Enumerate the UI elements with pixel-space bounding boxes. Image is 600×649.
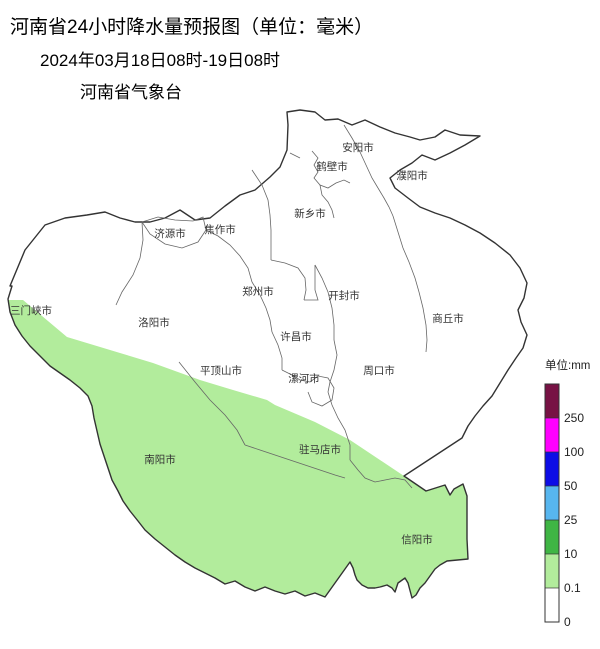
svg-text:鹤壁市: 鹤壁市 [316, 160, 348, 173]
svg-text:单位:mm: 单位:mm [545, 358, 590, 372]
svg-text:250: 250 [564, 411, 584, 425]
svg-text:0: 0 [564, 615, 571, 629]
svg-text:焦作市: 焦作市 [204, 223, 236, 236]
svg-text:驻马店市: 驻马店市 [299, 443, 341, 456]
svg-text:南阳市: 南阳市 [144, 453, 176, 466]
svg-text:50: 50 [564, 479, 578, 493]
svg-text:商丘市: 商丘市 [432, 312, 464, 325]
svg-text:洛阳市: 洛阳市 [138, 316, 170, 329]
svg-text:三门峡市: 三门峡市 [10, 304, 52, 317]
svg-text:濮阳市: 濮阳市 [396, 169, 428, 182]
svg-text:郑州市: 郑州市 [242, 285, 274, 298]
svg-text:许昌市: 许昌市 [280, 330, 312, 343]
svg-text:漯河市: 漯河市 [288, 372, 320, 385]
svg-text:100: 100 [564, 445, 584, 459]
svg-text:平顶山市: 平顶山市 [200, 364, 242, 377]
svg-text:25: 25 [564, 513, 578, 527]
svg-text:安阳市: 安阳市 [342, 141, 374, 154]
svg-text:10: 10 [564, 547, 578, 561]
svg-text:0.1: 0.1 [564, 581, 581, 595]
svg-text:济源市: 济源市 [154, 227, 186, 240]
svg-text:新乡市: 新乡市 [294, 207, 326, 220]
svg-text:信阳市: 信阳市 [401, 533, 433, 546]
svg-text:周口市: 周口市 [363, 364, 395, 377]
svg-text:开封市: 开封市 [328, 289, 360, 302]
